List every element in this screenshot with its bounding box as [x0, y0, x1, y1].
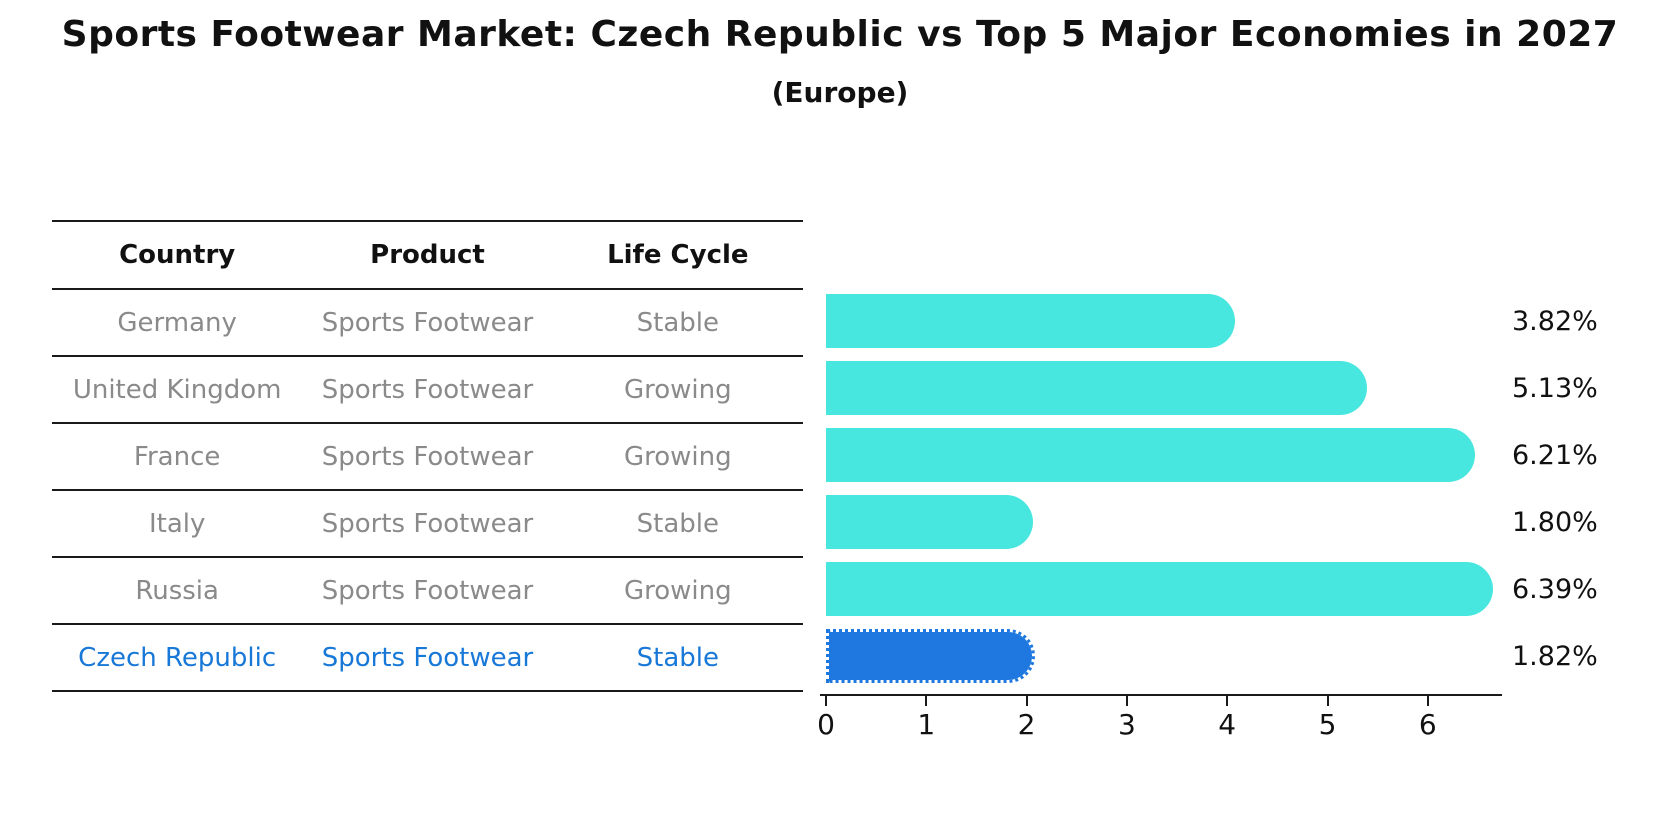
chart-title: Sports Footwear Market: Czech Republic v… [61, 14, 1619, 55]
cell-product: Sports Footwear [321, 374, 534, 405]
cell-country: Italy [148, 508, 206, 539]
bar-france [826, 428, 1475, 482]
cell-product: Sports Footwear [321, 441, 534, 472]
x-axis-tick-label: 6 [1418, 708, 1437, 741]
column-header-product: Product [370, 240, 485, 270]
bar-row-france: 6.21% [826, 422, 1626, 489]
column-header-country: Country [119, 240, 236, 270]
bar-germany [826, 294, 1235, 348]
bar-united-kingdom [826, 361, 1367, 415]
bar-row-united-kingdom: 5.13% [826, 355, 1626, 422]
bar-value-label: 6.21% [1512, 440, 1598, 471]
x-axis-tick [1025, 696, 1028, 706]
x-axis-tick [1426, 696, 1429, 706]
cell-life-cycle: Growing [623, 441, 732, 472]
table-body: Germany Sports Footwear Stable United Kingd… [52, 290, 803, 692]
bar-row-czech-republic: 1.82% [826, 623, 1626, 690]
x-axis-tick-label: 3 [1117, 708, 1136, 741]
x-axis-tick-label: 5 [1318, 708, 1337, 741]
cell-country: Germany [117, 307, 237, 338]
x-axis-tick-label: 2 [1017, 708, 1036, 741]
cell-country: Czech Republic [78, 642, 277, 673]
table-row-czech-republic: Czech Republic Sports Footwear Stable [52, 625, 803, 692]
bar-value-label: 5.13% [1512, 373, 1598, 404]
cell-life-cycle: Growing [623, 575, 732, 606]
bar-row-germany: 3.82% [826, 288, 1626, 355]
x-axis-tick-label: 1 [917, 708, 936, 741]
table-row-italy: Italy Sports Footwear Stable [52, 491, 803, 558]
cell-life-cycle: Stable [636, 307, 719, 338]
column-header-life-cycle: Life Cycle [607, 240, 749, 270]
table-row-united-kingdom: United Kingdom Sports Footwear Growing [52, 357, 803, 424]
x-axis-tick-label: 0 [817, 708, 835, 741]
cell-country: France [133, 441, 221, 472]
x-axis-tick [1326, 696, 1329, 706]
bar-value-label: 6.39% [1512, 574, 1598, 605]
table-row-germany: Germany Sports Footwear Stable [52, 290, 803, 357]
x-axis-line [820, 694, 1502, 696]
x-axis-tick-label: 4 [1218, 708, 1237, 741]
table-row-russia: Russia Sports Footwear Growing [52, 558, 803, 625]
cell-product: Sports Footwear [321, 642, 534, 673]
bar-row-russia: 6.39% [826, 556, 1626, 623]
bar-value-label: 1.80% [1512, 507, 1598, 538]
cell-life-cycle: Growing [623, 374, 732, 405]
cell-product: Sports Footwear [321, 575, 534, 606]
x-axis-tick [825, 696, 827, 706]
cell-product: Sports Footwear [321, 508, 534, 539]
x-axis-tick [1125, 696, 1128, 706]
cell-country: United Kingdom [72, 374, 282, 405]
bar-value-label: 3.82% [1512, 306, 1598, 337]
x-axis-tick [925, 696, 928, 706]
cell-life-cycle: Stable [636, 642, 719, 673]
bar-czech-republic [826, 629, 1035, 683]
chart-subtitle: (Europe) [771, 76, 909, 109]
bar-row-italy: 1.80% [826, 489, 1626, 556]
bar-chart: 3.82% 5.13% 6.21% 1.80% 6.39% 1.82% [826, 288, 1626, 690]
comparison-table: Country Product Life Cycle Germany Sports… [52, 220, 803, 692]
x-axis-tick [1226, 696, 1229, 706]
bar-russia [826, 562, 1493, 616]
bar-value-label: 1.82% [1512, 641, 1598, 672]
cell-product: Sports Footwear [321, 307, 534, 338]
table-row-france: France Sports Footwear Growing [52, 424, 803, 491]
bar-italy [826, 495, 1033, 549]
cell-life-cycle: Stable [636, 508, 719, 539]
cell-country: Russia [135, 575, 219, 606]
table-header-row: Country Product Life Cycle [52, 220, 803, 290]
